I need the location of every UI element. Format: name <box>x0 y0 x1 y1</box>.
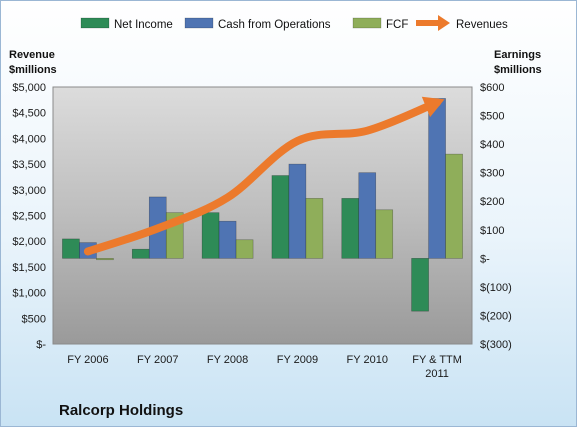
bar-cash-from-operations-fy-2008 <box>218 220 237 259</box>
bar-fcf-fy-2006 <box>96 258 114 261</box>
revenue-point-fy-2007 <box>157 228 158 229</box>
legend-swatch-cash-from-operations <box>184 17 214 29</box>
bar-fcf-fy-ttm-2011 <box>445 153 463 259</box>
category-label-fy-2006: FY 2006 <box>67 354 108 366</box>
right-tick-label: $(200) <box>480 310 512 322</box>
left-tick-label: $4,000 <box>12 133 46 145</box>
bar-cash-from-operations-fy-ttm-2011 <box>428 98 446 259</box>
right-axis: $(300) $(200) $(100) $- $100 $200 $300 $400 $500… <box>480 82 512 351</box>
left-tick-label: $2,000 <box>12 236 46 248</box>
bar-net-income-fy-ttm-2011 <box>411 258 429 312</box>
right-axis-title: $millions <box>494 64 542 76</box>
bar-cash-from-operations-fy-2009 <box>288 163 307 259</box>
plot-area <box>52 86 473 345</box>
left-axis-title: $millions <box>9 64 57 76</box>
revenue-point-fy-2009 <box>297 140 298 141</box>
bar-fcf-fy-2010 <box>375 209 394 259</box>
left-tick-label: $4,500 <box>12 108 46 120</box>
left-axis: $- $500 $1,000 $1,500 $2,000 $2,500 $3,000 $3,5… <box>12 82 46 351</box>
right-tick-label: $(300) <box>480 339 512 351</box>
legend: Net Income Cash from Operations FCF Revenue… <box>80 15 508 31</box>
right-tick-label: $- <box>480 253 490 265</box>
left-tick-label: $5,000 <box>12 82 46 94</box>
left-tick-label: $3,500 <box>12 159 46 171</box>
revenue-arrowhead <box>421 96 445 118</box>
bar-net-income-fy-2006 <box>62 238 80 259</box>
bar-net-income-fy-2010 <box>341 198 360 259</box>
bar-net-income-fy-2009 <box>271 175 290 259</box>
legend-swatch-fcf <box>352 17 382 29</box>
left-axis-title: Revenue <box>9 49 55 61</box>
right-tick-label: $200 <box>480 196 504 208</box>
left-tick-label: $500 <box>22 313 46 325</box>
right-tick-label: $(100) <box>480 282 512 294</box>
left-tick-label: $3,000 <box>12 185 46 197</box>
legend-arrow-revenues <box>438 15 450 31</box>
category-label-fy-ttm-2011: FY & TTM <box>412 354 462 366</box>
legend-label-net-income: Net Income <box>114 19 173 31</box>
left-tick-label: $1,000 <box>12 288 46 300</box>
right-tick-label: $100 <box>480 225 504 237</box>
category-labels: FY 2006 FY 2007 FY 2008 FY 2009 FY 2010 FY & … <box>67 354 462 380</box>
bar-cash-from-operations-fy-2010 <box>358 172 377 259</box>
revenue-point-fy-ttm-2011 <box>437 102 438 103</box>
revenue-line-path <box>83 98 442 256</box>
legend-label-cash-from-operations: Cash from Operations <box>218 19 331 31</box>
left-tick-label: $1,500 <box>12 262 46 274</box>
right-tick-label: $600 <box>480 82 504 94</box>
right-tick-label: $500 <box>480 111 504 123</box>
category-label-fy-2008: FY 2008 <box>207 354 248 366</box>
company-title: Ralcorp Holdings <box>59 402 183 419</box>
legend-swatch-net-income <box>80 17 110 29</box>
legend-label-fcf: FCF <box>386 19 408 31</box>
category-label-fy-2009: FY 2009 <box>277 354 318 366</box>
revenue-point-fy-2010 <box>367 130 368 131</box>
bar-net-income-fy-2008 <box>201 212 220 259</box>
revenue-point-fy-2006 <box>87 251 88 252</box>
left-tick-label: $- <box>36 339 46 351</box>
revenue-point-fy-2008 <box>227 197 228 198</box>
category-label-fy-2007: FY 2007 <box>137 354 178 366</box>
legend-label-revenues: Revenues <box>456 19 508 31</box>
bar-fcf-fy-2008 <box>235 239 254 259</box>
category-label-fy-ttm-2011: 2011 <box>425 368 449 380</box>
category-label-fy-2010: FY 2010 <box>347 354 388 366</box>
right-tick-label: $400 <box>480 139 504 151</box>
axis-titles: Revenue $millions Earnings $millions <box>9 49 542 76</box>
right-axis-title: Earnings <box>494 49 541 61</box>
left-tick-label: $2,500 <box>12 211 46 223</box>
bar-net-income-fy-2007 <box>131 248 150 259</box>
bar-fcf-fy-2009 <box>305 198 324 259</box>
right-tick-label: $300 <box>480 168 504 180</box>
revenue-line <box>83 96 445 256</box>
